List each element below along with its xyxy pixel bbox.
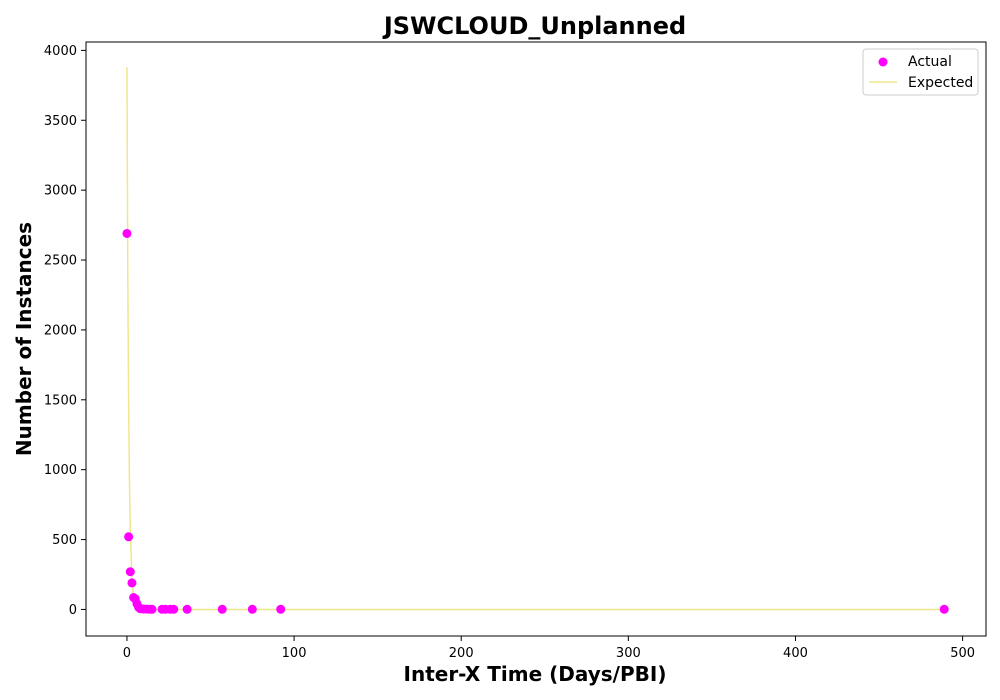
actual-point <box>182 604 192 614</box>
plot-area <box>85 41 987 637</box>
actual-point <box>276 604 286 614</box>
y-tick-label: 2000 <box>44 323 77 338</box>
legend-actual-marker <box>878 57 888 67</box>
y-tick-label: 0 <box>69 603 77 618</box>
y-tick-label: 500 <box>52 533 77 548</box>
x-tick-label: 500 <box>950 646 975 661</box>
y-axis-label: Number of Instances <box>12 222 36 456</box>
chart-title: JSWCLOUD_Unplanned <box>382 12 686 40</box>
actual-point <box>217 604 227 614</box>
x-tick-label: 100 <box>282 646 307 661</box>
x-tick-label: 0 <box>123 646 131 661</box>
legend-box <box>862 48 979 96</box>
legend-actual-label: Actual <box>908 54 952 70</box>
x-tick-label: 400 <box>783 646 808 661</box>
legend-expected-label: Expected <box>908 75 973 91</box>
legend: Actual Expected <box>862 48 979 96</box>
y-tick-label: 3000 <box>44 184 77 199</box>
actual-point <box>247 604 257 614</box>
y-tick-label: 2500 <box>44 254 77 269</box>
actual-point <box>122 228 132 238</box>
y-tick-label: 1500 <box>44 393 77 408</box>
x-tick-label: 200 <box>449 646 474 661</box>
y-tick-label: 4000 <box>44 44 77 59</box>
plot-content <box>122 67 949 614</box>
y-tick-label: 1000 <box>44 463 77 478</box>
actual-point <box>124 532 134 542</box>
actual-point <box>125 567 135 577</box>
y-axis: 0 500 1000 1500 2000 2500 3000 3500 4000 <box>44 44 86 618</box>
y-tick-label: 3500 <box>44 114 77 129</box>
x-axis-label: Inter-X Time (Days/PBI) <box>404 662 667 686</box>
actual-point <box>147 604 157 614</box>
actual-point <box>939 604 949 614</box>
actual-point <box>127 578 137 588</box>
actual-point <box>169 604 179 614</box>
x-axis: 0 100 200 300 400 500 <box>123 636 975 661</box>
x-tick-label: 300 <box>616 646 641 661</box>
